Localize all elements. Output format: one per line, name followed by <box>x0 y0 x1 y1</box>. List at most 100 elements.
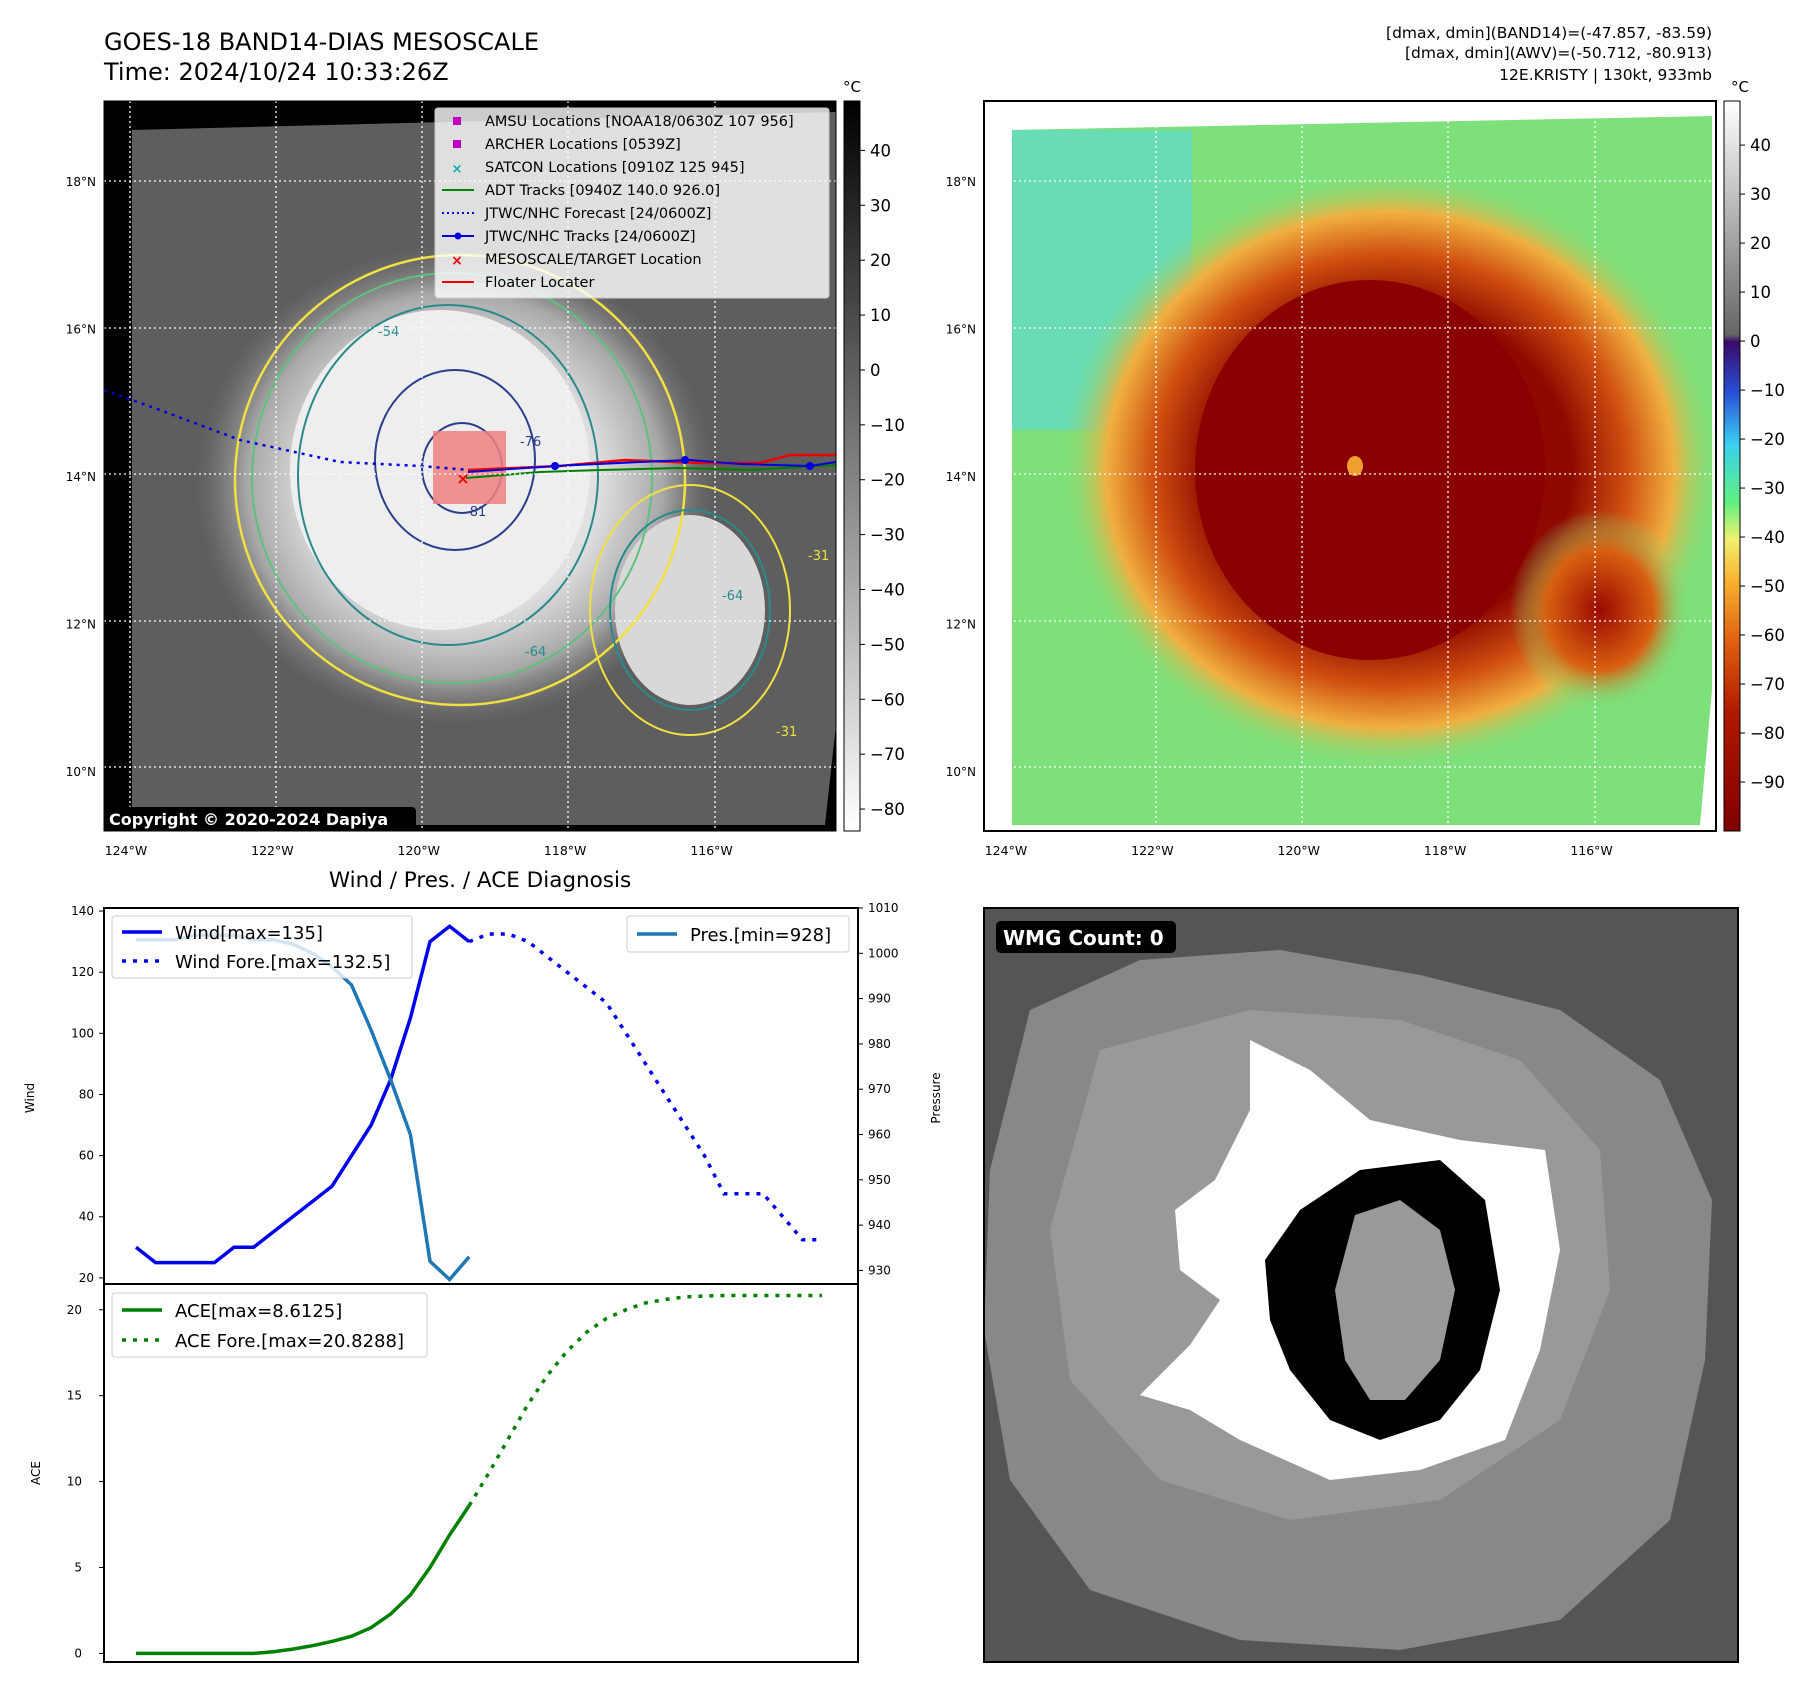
colorbar-tick-label: −60 <box>1750 626 1785 645</box>
wind-axis-label: Wind <box>23 1083 37 1113</box>
wind-fore-legend-label: Wind Fore.[max=132.5] <box>175 952 390 973</box>
ir-colorbar-ticks: 40 30 20 10 0 −10 −20 −30 −40 −50 −60 −70 −80 <box>860 141 905 819</box>
lon-tick-label: 118°W <box>1424 843 1466 858</box>
tracks-swatch-dot <box>454 232 462 240</box>
lat-tick-label: 18°N <box>66 175 96 189</box>
pressure-tick-label: 930 <box>868 1263 891 1277</box>
colorbar-tick-label: −60 <box>870 690 905 709</box>
colorbar-tick-label: −70 <box>1750 675 1785 694</box>
pressure-tick-label: 990 <box>868 992 891 1006</box>
wmg-count-badge <box>996 921 1176 953</box>
ace-tick-label: 15 <box>67 1389 82 1403</box>
legend-archer: ARCHER Locations [0539Z] <box>485 137 681 153</box>
legend-satcon: SATCON Locations [0910Z 125 945] <box>485 160 744 176</box>
lon-tick-label: 124°W <box>105 843 147 858</box>
figure-time: Time: 2024/10/24 10:33:26Z <box>103 58 449 86</box>
colorbar-tick-label: 20 <box>1750 234 1771 253</box>
pressure-tick-label: 980 <box>868 1037 891 1051</box>
ir-rainband <box>615 515 765 705</box>
floater-target-box <box>433 431 506 504</box>
pressure-tick-label: 970 <box>868 1082 891 1096</box>
ir-legend-box <box>434 107 830 299</box>
pressure-ticks: 1010 1000 990 980 970 960 950 940 930 <box>858 901 899 1277</box>
colorbar-tick-label: 0 <box>870 361 881 380</box>
wind-tick-label: 100 <box>71 1026 94 1040</box>
pressure-tick-label: 960 <box>868 1128 891 1142</box>
colorbar-tick-label: 0 <box>1750 332 1761 351</box>
wind-ticks: 140 120 100 80 60 40 20 <box>71 904 104 1285</box>
colorbar-tick-label: −50 <box>1750 577 1785 596</box>
awv-colorbar-unit: °C <box>1731 78 1749 96</box>
ace-axes <box>103 1283 859 1663</box>
lat-tick-label: 14°N <box>946 470 976 484</box>
ace-legend-label: ACE[max=8.6125] <box>175 1301 342 1322</box>
colorbar-tick-label: −40 <box>1750 528 1785 547</box>
pressure-tick-label: 1010 <box>868 901 899 915</box>
ir-legend: AMSU Locations [NOAA18/0630Z 107 956] AR… <box>434 107 830 299</box>
target-marker: × <box>451 253 463 269</box>
awv-gridlines <box>984 101 1716 831</box>
lat-tick-label: 10°N <box>946 765 976 779</box>
ace-forecast-series-line <box>467 1293 822 1507</box>
colorbar-tick-label: 30 <box>870 196 891 215</box>
colorbar-tick-label: −70 <box>870 745 905 764</box>
colorbar-tick-label: −50 <box>870 635 905 654</box>
jtwc-track-point <box>551 462 559 470</box>
ir-contour-band <box>609 509 771 711</box>
lon-tick-label: 122°W <box>1131 843 1173 858</box>
ace-legend-box <box>111 1292 428 1358</box>
ace-series-line <box>136 1504 471 1656</box>
copyright-badge <box>104 807 416 831</box>
pressure-tick-label: 1000 <box>868 946 899 960</box>
info-band14: [dmax, dmin](BAND14)=(-47.857, -83.59) <box>1386 24 1712 42</box>
awv-rainband <box>1510 510 1690 710</box>
ace-tick-label: 0 <box>74 1646 82 1660</box>
lat-tick-label: 10°N <box>66 765 96 779</box>
awv-colorbar-ticks: 40 30 20 10 0 −10 −20 −30 −40 −50 −60 −70 −80 −90 <box>1740 136 1785 792</box>
amsu-marker <box>453 117 461 125</box>
lon-tick-label: 120°W <box>1278 843 1320 858</box>
map-axis-labels: 18°N 16°N 14°N 12°N 10°N 124°W 122°W 120°W 118°W… <box>66 175 1613 858</box>
colorbar-tick-label: −30 <box>870 526 905 545</box>
contour-label: -31 <box>808 549 829 564</box>
pressure-tick-label: 940 <box>868 1218 891 1232</box>
colorbar-tick-label: −80 <box>870 800 905 819</box>
contour-label: -81 <box>465 505 486 520</box>
awv-eye <box>1347 456 1363 476</box>
copyright-text: Copyright © 2020-2024 Dapiya <box>109 810 388 829</box>
wind-series-line <box>134 924 471 1265</box>
contour-label: -31 <box>776 725 797 740</box>
ir-colorbar-unit: °C <box>843 78 861 96</box>
wind-tick-label: 80 <box>79 1087 94 1101</box>
wmg-panel: WMG Count: 0 <box>983 907 1739 1663</box>
ir-contour-inner <box>297 304 599 646</box>
contour-label: -64 <box>525 645 546 660</box>
ace-tick-label: 20 <box>67 1303 82 1317</box>
legend-floater: Floater Locater <box>485 275 594 291</box>
jtwc-forecast-track <box>103 388 471 472</box>
lon-tick-label: 116°W <box>1570 843 1612 858</box>
info-awv: [dmax, dmin](AWV)=(-50.712, -80.913) <box>1405 44 1712 62</box>
contour-label: -54 <box>378 325 399 340</box>
jtwc-track-point <box>681 456 689 464</box>
colorbar-tick-label: 40 <box>870 141 891 160</box>
lat-tick-label: 12°N <box>946 618 976 632</box>
diagnosis-title: Wind / Pres. / ACE Diagnosis <box>329 868 631 893</box>
colorbar-tick-label: 20 <box>870 251 891 270</box>
colorbar-tick-label: 10 <box>1750 283 1771 302</box>
colorbar-tick-label: −80 <box>1750 724 1785 743</box>
colorbar-tick-label: 10 <box>870 306 891 325</box>
contour-label: -76 <box>520 435 541 450</box>
legend-tracks: JTWC/NHC Tracks [24/0600Z] <box>484 229 696 245</box>
lon-tick-label: 124°W <box>985 843 1027 858</box>
colorbar-tick-label: −10 <box>1750 381 1785 400</box>
pressure-legend-label: Pres.[min=928] <box>690 925 831 946</box>
lat-tick-label: 14°N <box>66 470 96 484</box>
lat-tick-label: 16°N <box>66 323 96 337</box>
awv-colorbar <box>1723 100 1741 832</box>
awv-core <box>1195 280 1545 660</box>
legend-adt: ADT Tracks [0940Z 140.0 926.0] <box>485 183 720 199</box>
target-location-marker: × <box>456 469 469 488</box>
ace-tick-label: 10 <box>67 1475 82 1489</box>
